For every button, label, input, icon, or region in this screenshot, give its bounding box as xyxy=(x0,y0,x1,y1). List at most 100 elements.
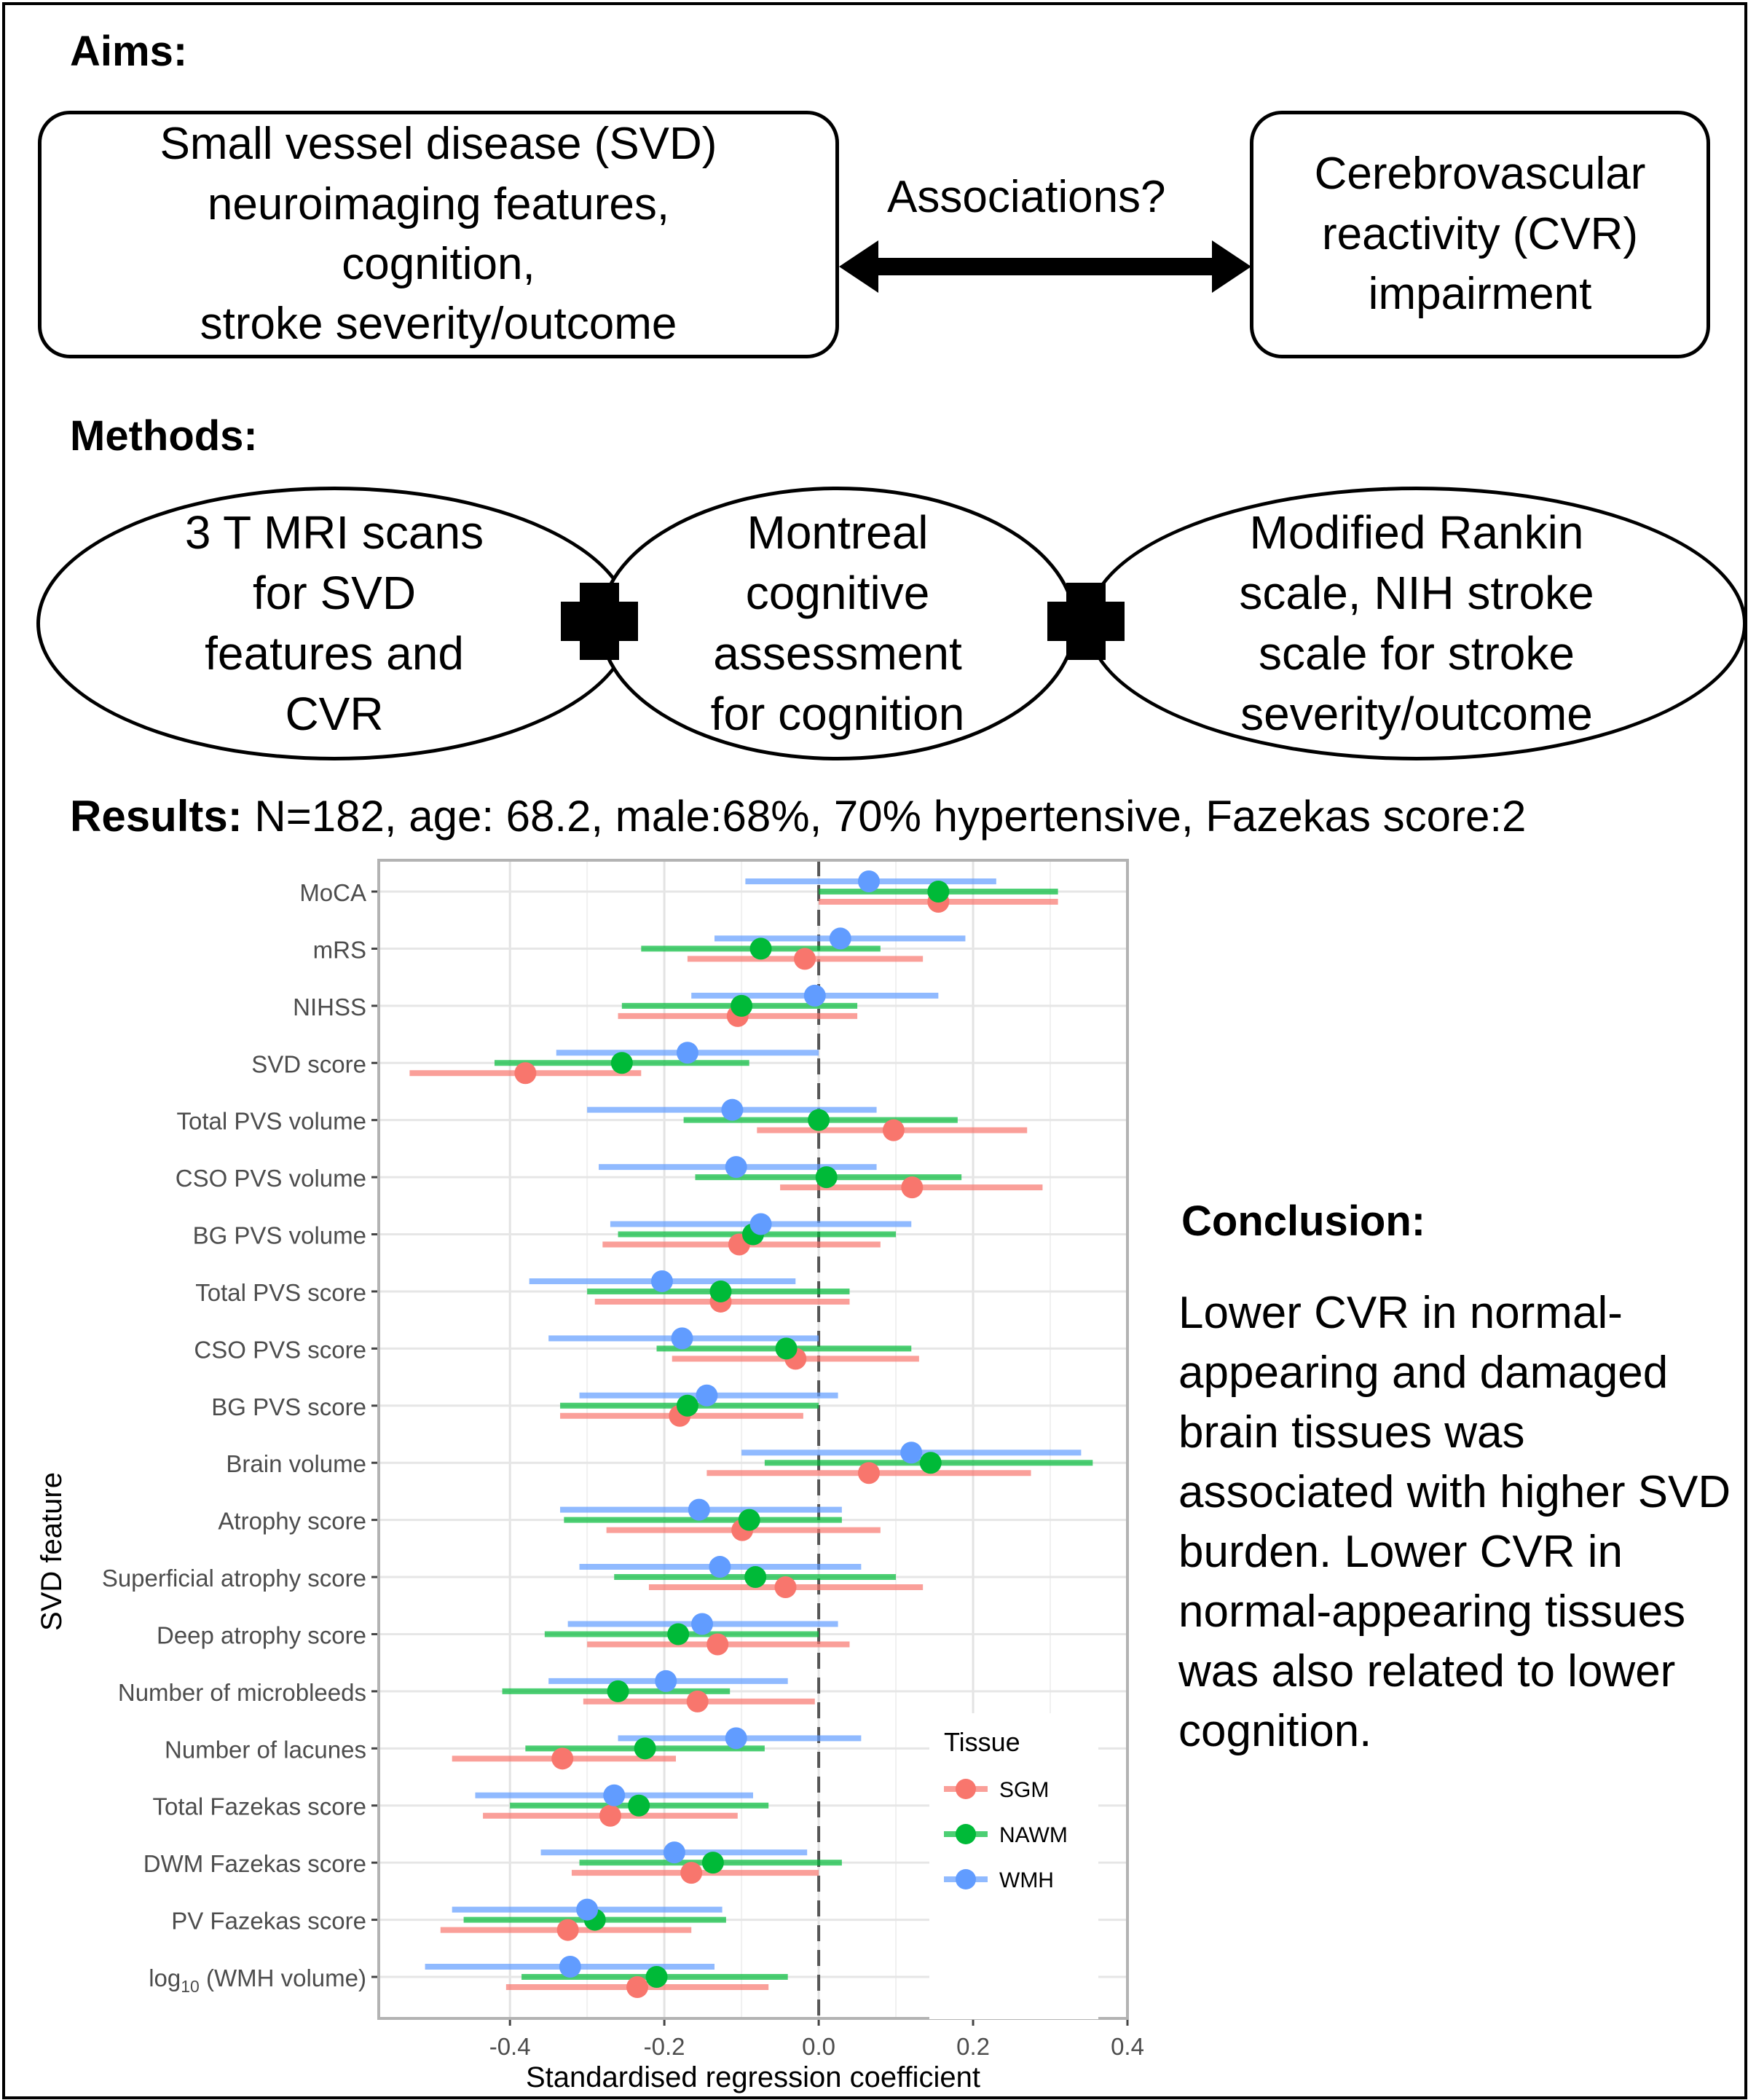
estimate-point-wmh xyxy=(603,1784,626,1806)
feature-label: Number of lacunes xyxy=(165,1736,366,1763)
estimate-point-wmh xyxy=(725,1727,747,1750)
estimate-point-nawm xyxy=(709,1280,732,1302)
estimate-point-sgm xyxy=(686,1690,709,1712)
plus-icon xyxy=(1047,583,1125,660)
estimate-point-nawm xyxy=(607,1680,629,1702)
mri-scans-ellipse: 3 T MRI scans for SVD features and CVR xyxy=(36,487,632,760)
estimate-point-nawm xyxy=(749,937,772,960)
estimate-point-nawm xyxy=(610,1052,633,1074)
forest-plot: MoCA mRS NIHSS SVD score Total PVS volume CSO… xyxy=(36,859,1144,2093)
stroke-scales-ellipse: Modified Rankin scale, NIH stroke scale … xyxy=(1087,487,1747,760)
cvr-impairment-box: Cerebrovascular reactivity (CVR) impairm… xyxy=(1250,111,1710,358)
estimate-point-nawm xyxy=(634,1737,656,1760)
estimate-point-wmh xyxy=(688,1498,710,1521)
estimate-point-nawm xyxy=(927,881,950,902)
feature-label: log10 (WMH volume) xyxy=(149,1965,366,1996)
conclusion-text: Lower CVR in normal-appearing and damage… xyxy=(1178,1288,1731,1756)
x-tick-label: -0.2 xyxy=(644,2033,685,2060)
feature-label: Total Fazekas score xyxy=(153,1793,366,1820)
legend-key-point xyxy=(956,1779,976,1799)
estimate-point-wmh xyxy=(576,1898,599,1921)
feature-label: Superficial atrophy score xyxy=(102,1565,366,1592)
legend: Tissue SGM NAWM WMH xyxy=(929,1713,1098,2019)
feature-label: PV Fazekas score xyxy=(171,1908,366,1935)
plus-icon xyxy=(561,583,638,660)
y-axis-title: SVD feature xyxy=(36,1472,68,1631)
legend-entry-label: NAWM xyxy=(999,1823,1068,1847)
estimate-point-nawm xyxy=(744,1566,767,1589)
estimate-point-wmh xyxy=(857,870,880,892)
estimate-point-nawm xyxy=(815,1166,838,1189)
estimate-point-wmh xyxy=(655,1670,677,1692)
feature-label: SVD score xyxy=(251,1050,366,1077)
feature-label: NIHSS xyxy=(293,994,366,1020)
legend-title: Tissue xyxy=(944,1727,1020,1757)
estimate-point-nawm xyxy=(628,1794,650,1817)
x-tick-label: -0.4 xyxy=(489,2033,531,2060)
estimate-point-nawm xyxy=(919,1452,942,1474)
feature-label: CSO PVS score xyxy=(194,1336,366,1363)
estimate-point-sgm xyxy=(599,1804,621,1827)
results-summary: Results: N=182, age: 68.2, male:68%, 70%… xyxy=(70,791,1526,841)
x-tick-label: 0.2 xyxy=(956,2033,990,2060)
double-arrow-icon xyxy=(839,240,1251,293)
feature-label: Atrophy score xyxy=(218,1508,366,1535)
feature-label: MoCA xyxy=(299,879,366,906)
estimate-point-wmh xyxy=(671,1327,693,1350)
feature-label: Total PVS volume xyxy=(177,1108,366,1135)
estimate-point-sgm xyxy=(901,1176,924,1199)
conclusion-heading: Conclusion: xyxy=(1181,1198,1426,1245)
estimate-point-nawm xyxy=(676,1394,698,1417)
legend-key-point xyxy=(956,1824,976,1844)
results-heading: Results: xyxy=(70,792,243,841)
estimate-point-sgm xyxy=(882,1119,905,1141)
estimate-point-wmh xyxy=(721,1098,744,1121)
x-tick-label: 0.4 xyxy=(1111,2033,1144,2060)
svd-features-box: Small vessel disease (SVD) neuroimaging … xyxy=(38,111,839,358)
estimate-point-nawm xyxy=(645,1966,668,1988)
feature-label: CSO PVS volume xyxy=(176,1165,366,1192)
estimate-point-wmh xyxy=(900,1442,923,1464)
feature-label: Brain volume xyxy=(226,1450,366,1477)
estimate-point-sgm xyxy=(626,1976,649,1998)
estimate-point-wmh xyxy=(725,1156,747,1179)
feature-label: mRS xyxy=(313,936,366,963)
estimate-point-wmh xyxy=(650,1270,673,1292)
estimate-point-sgm xyxy=(680,1862,703,1884)
feature-label: BG PVS volume xyxy=(193,1222,366,1249)
estimate-point-wmh xyxy=(691,1613,714,1635)
aims-heading: Aims: xyxy=(70,28,188,75)
estimate-point-sgm xyxy=(556,1919,579,1941)
feature-label: Deep atrophy score xyxy=(157,1621,366,1648)
estimate-point-wmh xyxy=(829,927,851,950)
feature-label: Total PVS score xyxy=(195,1279,366,1306)
legend-entry-label: WMH xyxy=(999,1868,1054,1892)
legend-background xyxy=(929,1713,1098,2019)
estimate-point-sgm xyxy=(774,1576,797,1599)
moca-ellipse: Montreal cognitive assessment for cognit… xyxy=(599,487,1076,760)
estimate-point-wmh xyxy=(709,1556,731,1578)
estimate-point-sgm xyxy=(794,948,816,970)
x-axis-title: Standardised regression coefficient xyxy=(526,2061,980,2093)
estimate-point-wmh xyxy=(803,984,826,1007)
x-tick-label: 0.0 xyxy=(802,2033,835,2060)
results-demographics: N=182, age: 68.2, male:68%, 70% hyperten… xyxy=(254,792,1527,841)
estimate-point-nawm xyxy=(667,1623,690,1645)
estimate-point-sgm xyxy=(514,1062,537,1085)
estimate-point-nawm xyxy=(738,1509,760,1531)
legend-key-point xyxy=(956,1869,976,1889)
methods-heading: Methods: xyxy=(70,412,258,460)
estimate-point-nawm xyxy=(731,994,753,1017)
estimate-point-wmh xyxy=(559,1956,581,1978)
legend-entry-label: SGM xyxy=(999,1778,1049,1802)
estimate-point-sgm xyxy=(857,1462,880,1484)
estimate-point-wmh xyxy=(663,1841,685,1864)
estimate-point-sgm xyxy=(706,1633,729,1656)
estimate-point-nawm xyxy=(701,1852,724,1874)
estimate-point-nawm xyxy=(808,1109,830,1131)
estimate-point-nawm xyxy=(775,1337,798,1360)
associations-label: Associations? xyxy=(887,172,1166,222)
estimate-point-wmh xyxy=(696,1384,718,1407)
plot-panel-border xyxy=(377,859,1129,2020)
